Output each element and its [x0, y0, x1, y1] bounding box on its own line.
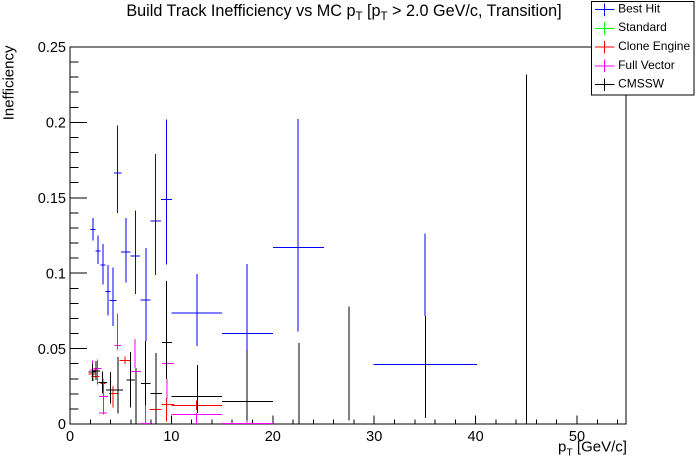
svg-text:20: 20 [265, 429, 281, 445]
svg-text:40: 40 [468, 429, 484, 445]
svg-text:50: 50 [569, 429, 585, 445]
svg-text:0: 0 [58, 417, 66, 433]
svg-text:Standard: Standard [618, 20, 667, 34]
svg-text:10: 10 [163, 429, 179, 445]
svg-text:Clone Engine: Clone Engine [618, 39, 690, 53]
svg-text:CMSSW: CMSSW [618, 77, 665, 91]
svg-text:Build Track Inefficiency vs MC: Build Track Inefficiency vs MC pT [pT > … [126, 2, 561, 23]
svg-text:30: 30 [366, 429, 382, 445]
svg-text:Best Hit: Best Hit [618, 2, 661, 16]
svg-text:Full Vector: Full Vector [618, 58, 675, 72]
svg-text:Inefficiency: Inefficiency [1, 45, 18, 120]
svg-text:0.15: 0.15 [38, 191, 66, 207]
svg-text:0: 0 [66, 429, 74, 445]
svg-text:0.25: 0.25 [38, 40, 66, 56]
svg-text:0.1: 0.1 [46, 266, 66, 282]
svg-text:0.05: 0.05 [38, 342, 66, 358]
svg-text:pT [GeV/c]: pT [GeV/c] [558, 439, 627, 459]
svg-text:0.2: 0.2 [46, 116, 66, 132]
